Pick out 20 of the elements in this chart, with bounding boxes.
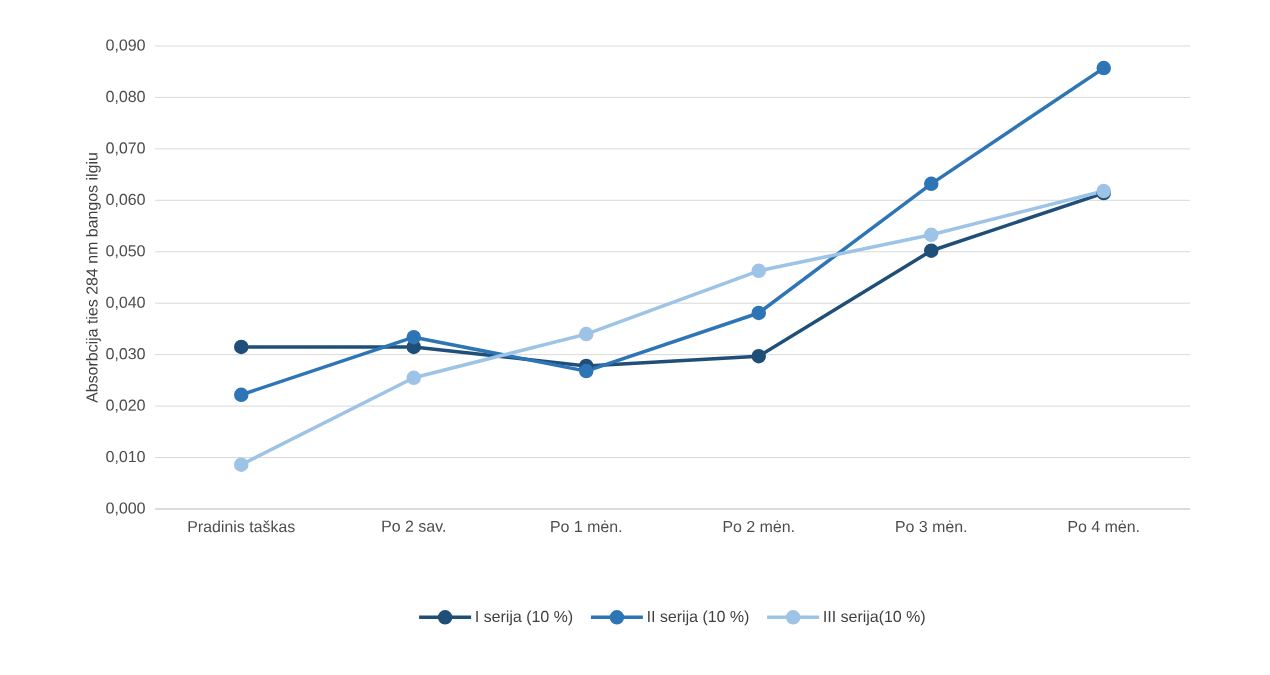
y-tick-label: 0,050	[106, 245, 145, 259]
x-tick-label: Po 2 mėn.	[723, 520, 794, 533]
y-tick-label: 0,010	[106, 450, 145, 465]
legend-label: I serija (10 %)	[476, 610, 573, 626]
y-tick-label: 0,040	[106, 296, 145, 310]
y-tick-label: 0,080	[106, 90, 145, 105]
y-tick-label: 0,020	[106, 399, 145, 413]
legend-label: III serija(10 %)	[824, 610, 925, 626]
y-tick-label: 0,030	[106, 348, 145, 362]
x-tick-label: Po 2 sav.	[382, 520, 445, 532]
x-tick-label: Pradinis taškas	[188, 520, 295, 533]
y-tick-label: 0,090	[106, 39, 145, 53]
y-tick-label: 0,070	[106, 142, 145, 156]
x-tick-label: Po 4 mėn.	[1068, 520, 1139, 533]
y-axis-title: Absorbcija ties 284 nm bangos ilgiu	[85, 153, 101, 403]
y-tick-label: 0,060	[106, 193, 145, 207]
x-tick-label: Po 1 mėn.	[551, 520, 622, 533]
legend-label: II serija (10 %)	[648, 610, 749, 626]
y-tick-label: 0,000	[106, 502, 145, 516]
x-tick-label: Po 3 mėn.	[896, 520, 967, 533]
